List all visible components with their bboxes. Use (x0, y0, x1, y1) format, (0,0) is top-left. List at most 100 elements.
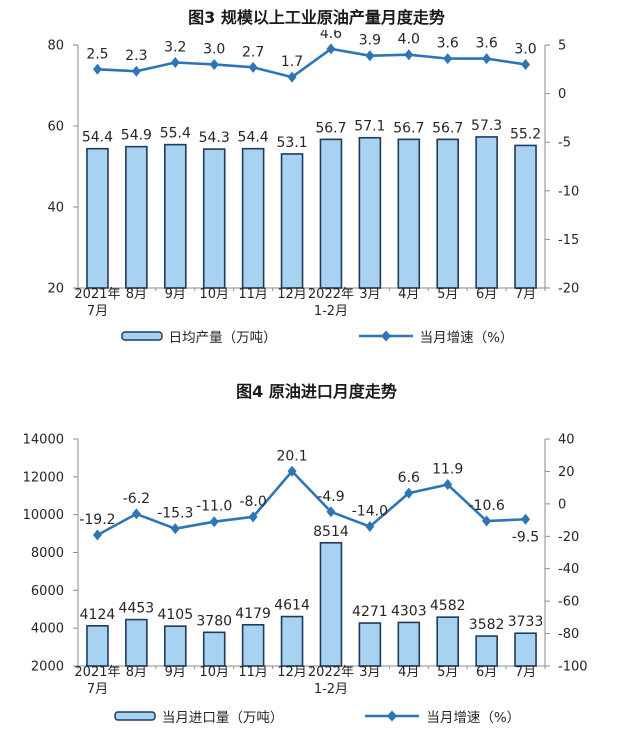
line-value-label: -4.9 (317, 489, 344, 505)
x-category-label: 11月 (238, 287, 268, 302)
left-axis-tick-label: 4000 (31, 622, 64, 637)
right-axis-tick-label: 0 (558, 497, 566, 512)
x-category-label: 2021年 7月 (74, 665, 120, 697)
line-point-marker (131, 508, 141, 520)
bar-value-label: 57.3 (471, 118, 502, 134)
bar-value-label: 56.7 (432, 120, 463, 136)
line-value-label: 3.9 (359, 33, 381, 49)
line-value-label: 3.0 (203, 41, 225, 57)
bar (436, 138, 460, 289)
left-axis-tick-label: 6000 (31, 584, 64, 599)
bar (241, 147, 265, 289)
left-axis-tick-label: 2000 (31, 660, 64, 675)
right-axis-tick-label: -60 (558, 595, 579, 610)
bar-value-label: 54.4 (238, 130, 269, 146)
bar-value-label: 55.2 (510, 126, 541, 142)
x-category-label: 3月 (359, 287, 380, 302)
bar (397, 138, 421, 289)
line-value-label: -9.5 (512, 529, 539, 545)
line-point-marker (443, 479, 453, 491)
left-axis-tick-label: 60 (47, 120, 64, 135)
right-axis-tick-label: -15 (558, 233, 579, 248)
chart4-legend-line-label: 当月增速（%） (426, 710, 521, 726)
x-category-label: 5月 (437, 287, 458, 302)
chart4-legend-bar-label: 当月进口量（万吨） (161, 710, 284, 726)
x-category-label: 3月 (359, 665, 380, 680)
bar (163, 143, 187, 289)
line-point-marker (209, 516, 219, 528)
right-axis-tick-label: -100 (558, 660, 588, 675)
chart4-legend-line-item: 当月增速（%） (363, 706, 520, 726)
x-category-label: 2021年 7月 (74, 287, 120, 319)
bar (358, 622, 382, 667)
bar (319, 138, 343, 289)
bar (125, 618, 148, 667)
line-point-marker (92, 529, 102, 541)
left-axis-tick-label: 80 (47, 39, 64, 54)
chart4-plot: 14000 12000 10000 8000 6000 4000 2000 40 20 0 -20 -… (23, 433, 588, 698)
right-axis-tick-label: -40 (558, 562, 579, 577)
bar (163, 625, 187, 667)
bar (86, 147, 109, 289)
right-axis-tick-label: -5 (558, 136, 571, 151)
bar-value-label: 54.9 (121, 128, 152, 144)
x-category-label: 7月 (515, 665, 536, 680)
x-category-label: 10月 (199, 665, 229, 680)
x-category-label: 12月 (277, 287, 307, 302)
growth-rate-line (96, 469, 526, 537)
bar (202, 148, 226, 289)
line-value-label: 3.6 (475, 36, 497, 52)
x-category-label: 2022年 1-2月 (308, 665, 354, 697)
line-point-marker (209, 58, 219, 70)
x-category-label: 12月 (277, 665, 307, 680)
bar-value-label: 4453 (119, 601, 155, 617)
x-category-label: 9月 (165, 287, 186, 302)
line-point-marker (365, 50, 375, 62)
chart4-legend: 当月进口量（万吨） 当月增速（%） (0, 706, 633, 726)
line-value-label: 1.7 (281, 54, 303, 70)
bar (319, 541, 343, 667)
bar (436, 616, 460, 667)
x-category-label: 2022年 1-2月 (308, 287, 354, 319)
bar (475, 635, 498, 667)
bar-value-label: 4303 (391, 603, 427, 619)
bar-value-label: 4179 (235, 606, 271, 622)
line-point-marker (365, 521, 375, 533)
line-value-label: 3.6 (437, 36, 459, 52)
x-category-label: 10月 (199, 287, 229, 302)
x-category-label: 4月 (398, 287, 419, 302)
left-axis-tick-label: 10000 (23, 508, 64, 523)
bar-value-label: 3733 (508, 614, 544, 630)
line-value-label: -8.0 (239, 494, 266, 510)
line-point-marker (287, 465, 297, 477)
left-axis-tick-label: 8000 (31, 546, 64, 561)
growth-rate-line (97, 47, 526, 79)
bar (514, 144, 537, 289)
bar (280, 153, 304, 289)
right-axis-tick-label: 40 (558, 433, 575, 448)
x-category-label: 7月 (515, 287, 536, 302)
line-value-label: -10.6 (469, 498, 505, 514)
line-point-marker (521, 513, 531, 525)
bar-value-label: 4614 (274, 598, 310, 614)
line-value-label: 20.1 (276, 448, 307, 464)
line-value-label: 4.0 (398, 32, 420, 48)
chart-figure-4: 图4 原油进口月度走势 14000 12000 10000 8000 6000 4000 2… (0, 380, 633, 726)
line-value-label: 6.6 (398, 470, 420, 486)
chart-figure-3: 图3 规模以上工业原油产量月度走势 80 60 40 20 5 0 -5 -10 -15 -20 5… (0, 6, 633, 346)
right-axis-tick-label: 0 (558, 87, 566, 102)
line-value-label: 2.3 (125, 48, 147, 64)
bar-value-label: 54.3 (199, 130, 230, 146)
line-point-marker (131, 65, 141, 77)
line-point-marker (170, 56, 180, 68)
line-value-label: -19.2 (79, 512, 115, 528)
chart3-plot: 80 60 40 20 5 0 -5 -10 -15 -20 54.4 54.9 55.4 54.3 54.… (47, 30, 579, 319)
line-series-swatch-icon (365, 710, 420, 722)
bar (280, 615, 304, 667)
right-axis-tick-label: 20 (558, 465, 575, 480)
bar-value-label: 55.4 (160, 126, 191, 142)
line-point-marker (482, 53, 492, 65)
x-category-label: 6月 (476, 665, 497, 680)
line-point-marker (404, 487, 414, 499)
